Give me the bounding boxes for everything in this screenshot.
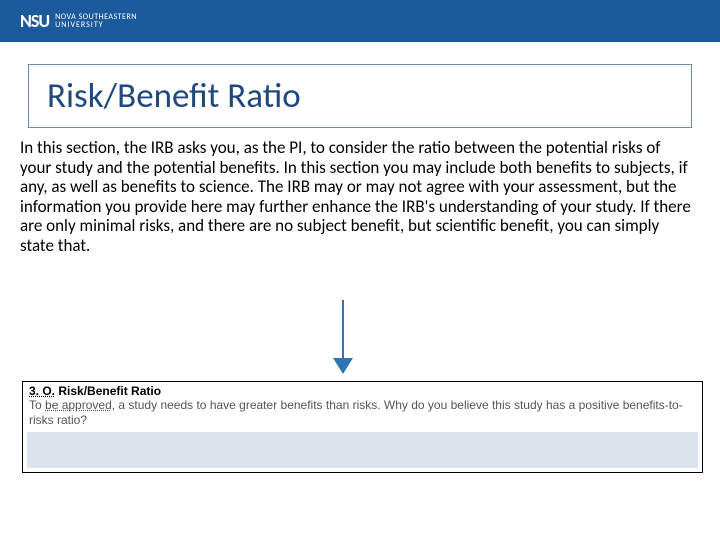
form-section-title: Risk/Benefit Ratio [58,384,161,398]
form-desc-dotted: be approved [45,398,112,412]
title-box: Risk/Benefit Ratio [28,64,692,128]
form-desc-p1: To [29,398,45,412]
down-arrow [333,300,353,375]
logo-mark: NSU [20,10,49,32]
page-title: Risk/Benefit Ratio [47,75,673,117]
arrow-line [342,300,344,362]
form-header: 3. O. Risk/Benefit Ratio [23,382,702,398]
form-description: To be approved, a study needs to have gr… [23,398,702,430]
body-paragraph: In this section, the IRB asks you, as th… [20,138,692,255]
arrow-head-icon [333,358,353,374]
form-desc-p3: , a study needs to have greater benefits… [29,398,683,427]
nsu-logo: NSU NOVA SOUTHEASTERN UNIVERSITY [20,10,137,32]
form-section: 3. O. Risk/Benefit Ratio To be approved,… [22,381,703,473]
logo-text-line2: UNIVERSITY [55,21,137,29]
form-text-input[interactable] [27,432,698,468]
logo-text: NOVA SOUTHEASTERN UNIVERSITY [55,13,137,29]
form-section-number: 3. O. [29,384,55,398]
header-bar: NSU NOVA SOUTHEASTERN UNIVERSITY [0,0,720,42]
